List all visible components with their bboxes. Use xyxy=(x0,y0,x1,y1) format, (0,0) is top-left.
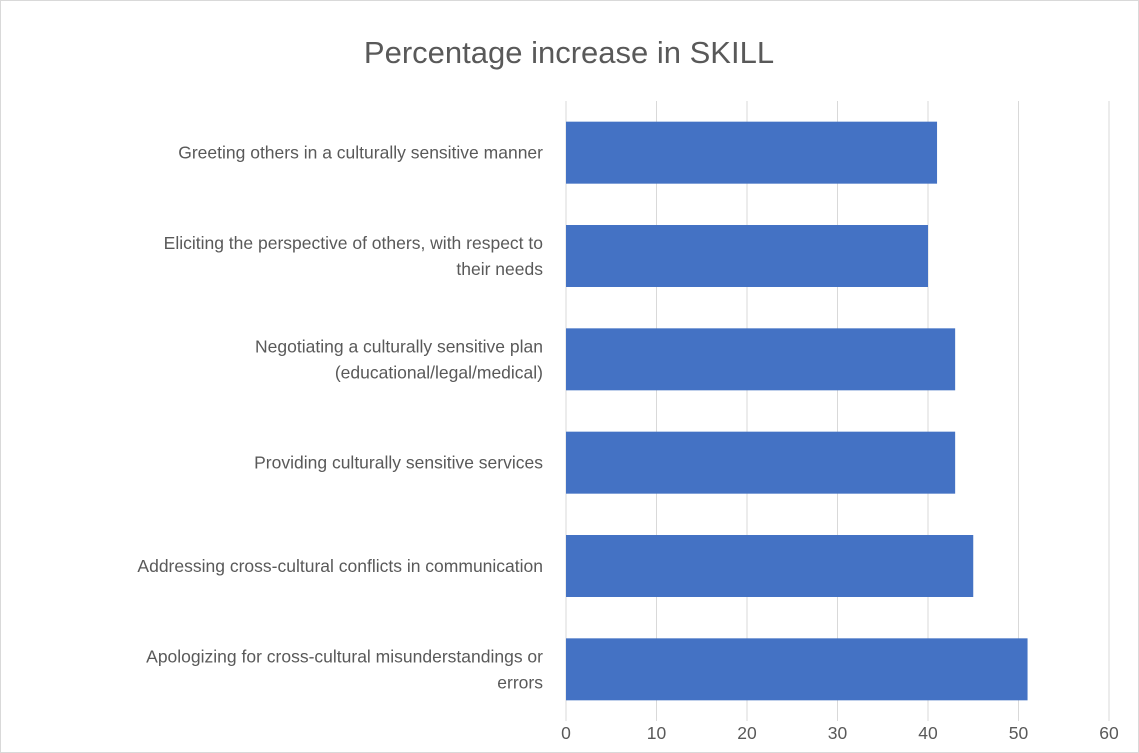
chart-title: Percentage increase in SKILL xyxy=(364,35,774,70)
grid-lines xyxy=(565,101,1110,721)
category-label: Providing culturally sensitive services xyxy=(254,453,543,473)
x-tick-label: 60 xyxy=(1099,723,1119,743)
category-label-line: Addressing cross-cultural conflicts in c… xyxy=(137,556,543,576)
x-tick-label: 20 xyxy=(737,723,757,743)
bar xyxy=(566,225,928,287)
category-label: Addressing cross-cultural conflicts in c… xyxy=(137,556,543,576)
category-label-line: their needs xyxy=(456,259,543,279)
x-tick-label: 10 xyxy=(647,723,667,743)
x-tick-label: 0 xyxy=(561,723,571,743)
x-tick-label: 40 xyxy=(918,723,938,743)
x-tick-label: 30 xyxy=(828,723,848,743)
bar xyxy=(566,638,1028,701)
category-label: Eliciting the perspective of others, wit… xyxy=(164,233,544,279)
category-label-line: Greeting others in a culturally sensitiv… xyxy=(178,143,543,163)
bar xyxy=(566,328,956,391)
category-label-line: errors xyxy=(497,672,543,692)
bar xyxy=(566,535,974,597)
category-label-line: Providing culturally sensitive services xyxy=(254,453,543,473)
category-label: Negotiating a culturally sensitive plan (… xyxy=(255,336,543,382)
bar xyxy=(566,121,938,184)
category-label-line: (educational/legal/medical) xyxy=(335,362,543,382)
bar xyxy=(566,431,956,494)
x-tick-label: 50 xyxy=(1009,723,1029,743)
category-label-line: Apologizing for cross-cultural misunders… xyxy=(146,646,543,666)
category-label: Greeting others in a culturally sensitiv… xyxy=(178,143,543,163)
category-label-line: Negotiating a culturally sensitive plan xyxy=(255,336,543,356)
x-tick-labels: 0 10 20 30 40 50 60 xyxy=(561,723,1119,743)
category-label-line: Eliciting the perspective of others, wit… xyxy=(164,233,543,253)
category-label: Apologizing for cross-cultural misunders… xyxy=(146,646,543,692)
category-labels: Greeting others in a culturally sensitiv… xyxy=(137,143,543,693)
bars xyxy=(566,121,1028,701)
